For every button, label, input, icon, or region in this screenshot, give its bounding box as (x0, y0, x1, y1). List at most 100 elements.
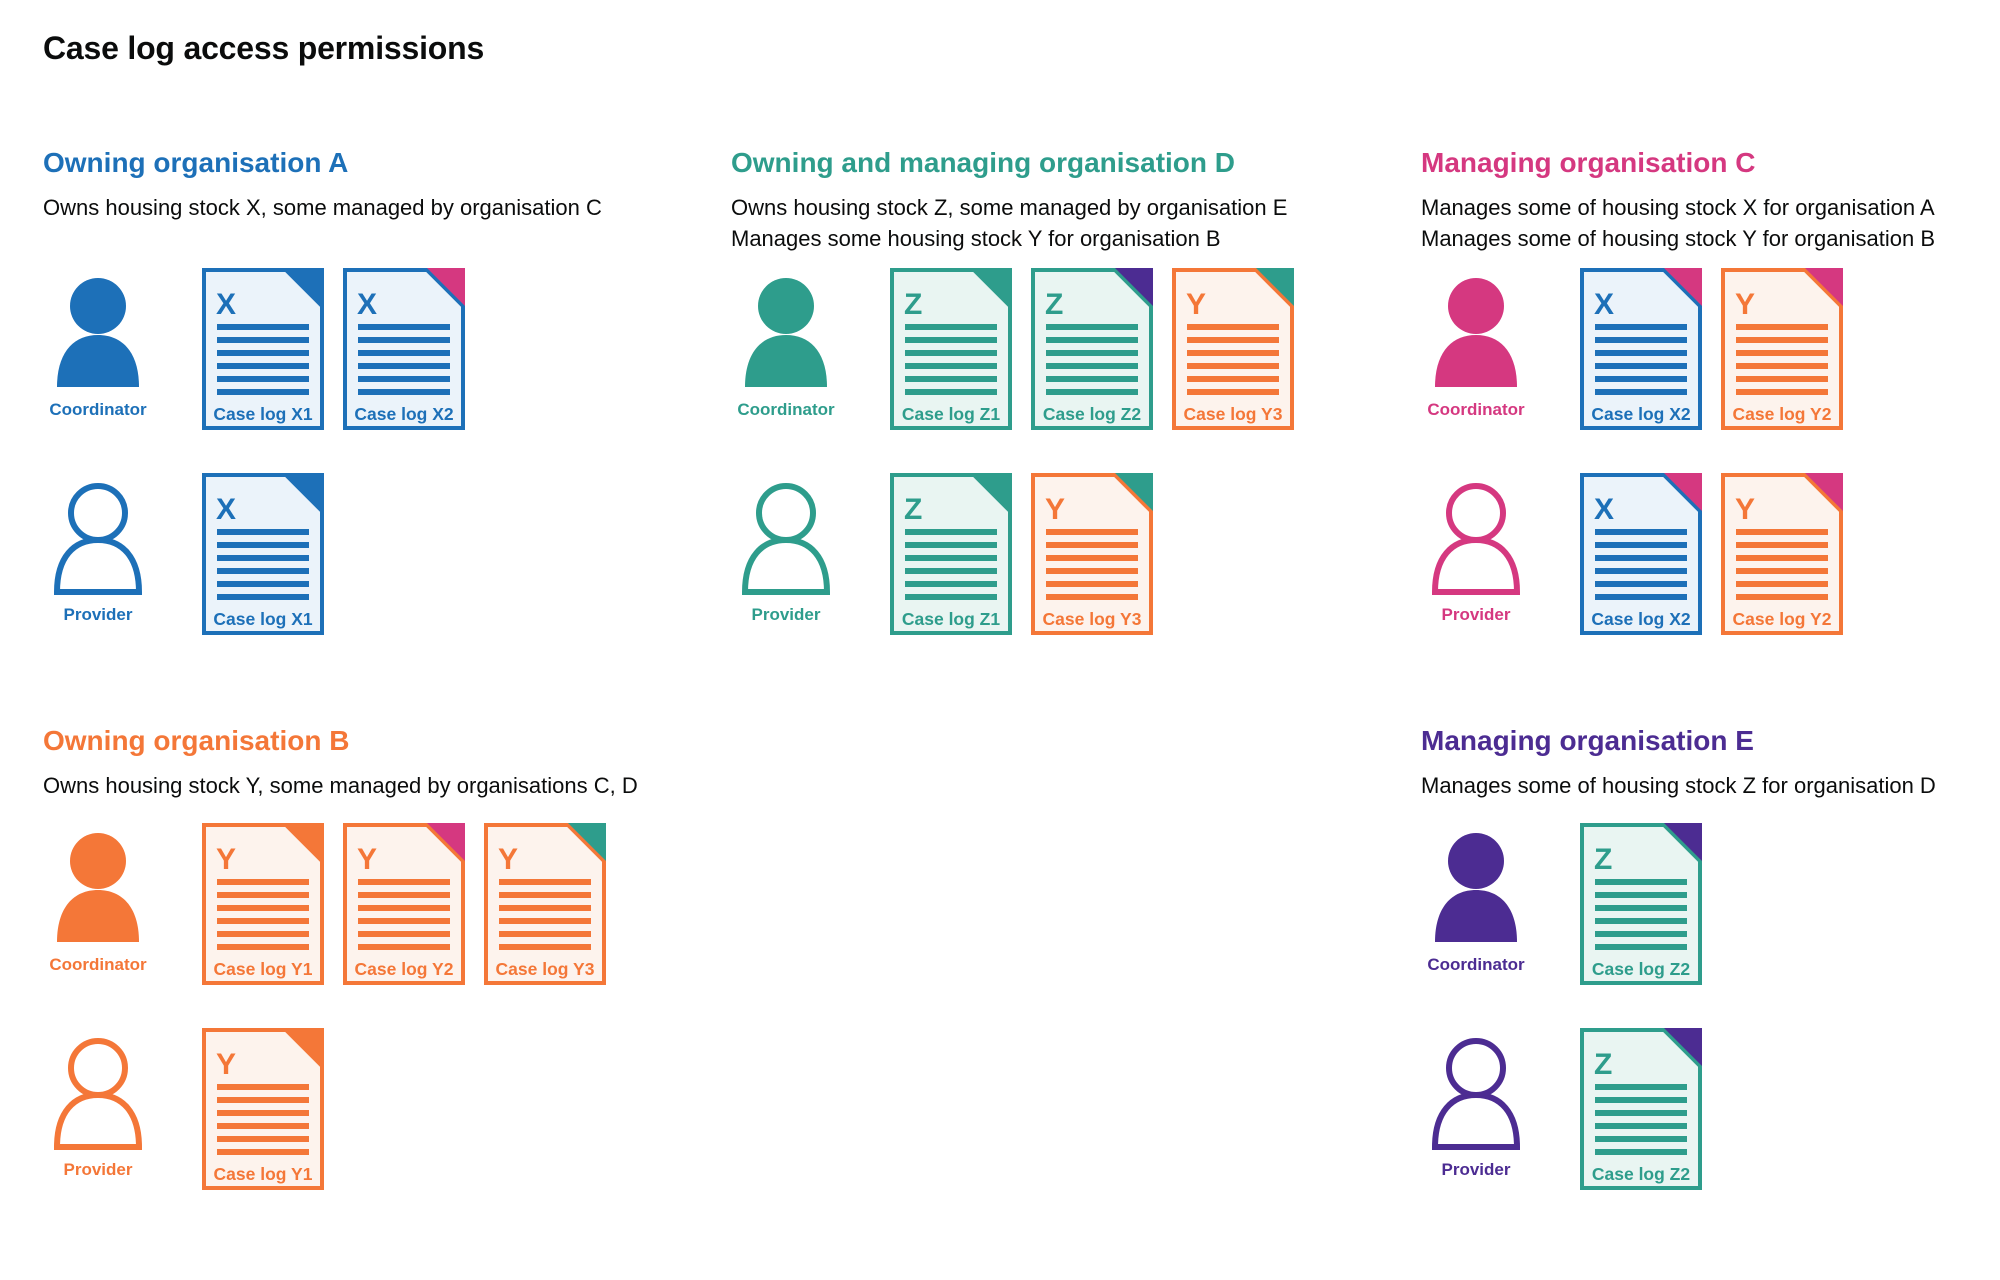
svg-text:Z: Z (1594, 1048, 1612, 1081)
org-section-E: Managing organisation E Manages some of h… (1421, 723, 2000, 1263)
folded-corner-icon (568, 823, 606, 861)
provider-figure-D: Provider (731, 473, 841, 635)
coordinator-row-B: Coordinator Y Case log Y1 Y Case log Y2 Y Case… (43, 823, 625, 985)
org-description-A: Owns housing stock X, some managed by or… (43, 192, 683, 223)
org-section-D: Owning and managing organisation D Owns h… (731, 145, 1371, 685)
person-filled-icon-E (1435, 833, 1517, 942)
person-filled-icon-B (57, 833, 139, 942)
org-description-line: Manages some housing stock Y for organis… (731, 226, 1221, 251)
org-heading-D: Owning and managing organisation D (731, 147, 1236, 178)
folded-corner-icon (427, 268, 465, 306)
coordinator-figure-A: Coordinator (43, 268, 153, 430)
provider-label: Provider (1441, 1160, 1511, 1179)
svg-text:Case log X1: Case log X1 (213, 404, 312, 424)
svg-text:Y: Y (1735, 493, 1755, 526)
coordinator-figure-E: Coordinator (1421, 823, 1531, 985)
provider-figure-E: Provider (1421, 1028, 1531, 1190)
person-outline-icon-E (1432, 1038, 1520, 1150)
svg-text:Z: Z (1045, 288, 1063, 321)
svg-text:X: X (216, 493, 236, 526)
folded-corner-icon (1664, 1028, 1702, 1066)
svg-text:Case log Z2: Case log Z2 (1043, 404, 1141, 424)
org-section-B: Owning organisation B Owns housing stock … (43, 723, 683, 1263)
folded-corner-icon (1805, 473, 1843, 511)
case-log-document-icon-C-provider-2: Y Case log Y2 (1721, 473, 1843, 635)
svg-text:Z: Z (904, 288, 922, 321)
case-log-document-icon-A-coordinator-1: X Case log X1 (202, 268, 324, 430)
case-log-document-icon-D-coordinator-2: Z Case log Z2 (1031, 268, 1153, 430)
org-heading-C: Managing organisation C (1421, 147, 1756, 178)
svg-text:Y: Y (1045, 493, 1065, 526)
svg-text:Z: Z (1594, 843, 1612, 876)
case-log-document-icon-C-coordinator-1: X Case log X2 (1580, 268, 1702, 430)
folded-corner-icon (974, 268, 1012, 306)
svg-text:Case log Z2: Case log Z2 (1592, 1164, 1690, 1184)
svg-text:Y: Y (216, 843, 236, 876)
coordinator-figure-D: Coordinator (731, 268, 841, 430)
org-section-C: Managing organisation C Manages some of h… (1421, 145, 2000, 685)
org-description-line: Manages some of housing stock X for orga… (1421, 195, 1935, 220)
org-description-line: Owns housing stock Z, some managed by or… (731, 195, 1288, 220)
svg-text:Y: Y (216, 1048, 236, 1081)
org-description-line: Manages some of housing stock Y for orga… (1421, 226, 1936, 251)
org-description-C: Manages some of housing stock X for orga… (1421, 192, 2000, 254)
svg-text:Y: Y (357, 843, 377, 876)
folded-corner-icon (286, 473, 324, 511)
person-filled-icon-A (57, 278, 139, 387)
person-outline-icon-C (1432, 483, 1520, 595)
folded-corner-icon (427, 823, 465, 861)
svg-text:Y: Y (1186, 288, 1206, 321)
provider-label: Provider (751, 605, 821, 624)
case-log-document-icon-D-coordinator-1: Z Case log Z1 (890, 268, 1012, 430)
provider-figure-B: Provider (43, 1028, 153, 1190)
case-log-document-icon-C-provider-1: X Case log X2 (1580, 473, 1702, 635)
coordinator-row-D: Coordinator Z Case log Z1 Z Case log Z2 Y Case… (731, 268, 1313, 430)
svg-text:Case log Y2: Case log Y2 (1733, 609, 1832, 629)
org-description-line: Owns housing stock X, some managed by or… (43, 195, 602, 220)
provider-figure-A: Provider (43, 473, 153, 635)
case-log-document-icon-E-provider-1: Z Case log Z2 (1580, 1028, 1702, 1190)
org-heading-A: Owning organisation A (43, 147, 349, 178)
case-log-document-icon-B-coordinator-2: Y Case log Y2 (343, 823, 465, 985)
svg-text:X: X (1594, 288, 1614, 321)
folded-corner-icon (286, 268, 324, 306)
org-section-A: Owning organisation A Owns housing stock … (43, 145, 683, 685)
person-outline-icon-A (54, 483, 142, 595)
person-outline-icon-B (54, 1038, 142, 1150)
svg-text:Case log X2: Case log X2 (1591, 404, 1690, 424)
svg-text:Z: Z (904, 493, 922, 526)
svg-text:Case log Y1: Case log Y1 (214, 959, 313, 979)
svg-text:X: X (216, 288, 236, 321)
org-description-D: Owns housing stock Z, some managed by or… (731, 192, 1371, 254)
svg-text:Case log X2: Case log X2 (1591, 609, 1690, 629)
folded-corner-icon (286, 823, 324, 861)
provider-row-A: Provider X Case log X1 (43, 473, 343, 635)
svg-text:Case log X1: Case log X1 (213, 609, 312, 629)
coordinator-row-E: Coordinator Z Case log Z2 (1421, 823, 1721, 985)
coordinator-label: Coordinator (737, 400, 835, 419)
org-description-E: Manages some of housing stock Z for orga… (1421, 770, 2000, 801)
folded-corner-icon (286, 1028, 324, 1066)
coordinator-row-C: Coordinator X Case log X2 Y Case log Y2 (1421, 268, 1862, 430)
case-log-document-icon-C-coordinator-2: Y Case log Y2 (1721, 268, 1843, 430)
svg-text:Case log Y3: Case log Y3 (496, 959, 595, 979)
coordinator-label: Coordinator (1427, 400, 1525, 419)
coordinator-figure-C: Coordinator (1421, 268, 1531, 430)
svg-text:Case log X2: Case log X2 (354, 404, 453, 424)
case-log-document-icon-A-coordinator-2: X Case log X2 (343, 268, 465, 430)
svg-text:Case log Z1: Case log Z1 (902, 404, 1000, 424)
case-log-document-icon-D-coordinator-3: Y Case log Y3 (1172, 268, 1294, 430)
svg-text:Case log Y1: Case log Y1 (214, 1164, 313, 1184)
coordinator-label: Coordinator (49, 400, 147, 419)
folded-corner-icon (1664, 473, 1702, 511)
provider-row-B: Provider Y Case log Y1 (43, 1028, 343, 1190)
person-filled-icon-D (745, 278, 827, 387)
coordinator-row-A: Coordinator X Case log X1 X Case log X2 (43, 268, 484, 430)
provider-row-D: Provider Z Case log Z1 Y Case log Y3 (731, 473, 1172, 635)
svg-text:X: X (357, 288, 377, 321)
svg-text:Case log Z1: Case log Z1 (902, 609, 1000, 629)
person-outline-icon-D (742, 483, 830, 595)
svg-text:Y: Y (1735, 288, 1755, 321)
page-title: Case log access permissions (43, 30, 485, 66)
